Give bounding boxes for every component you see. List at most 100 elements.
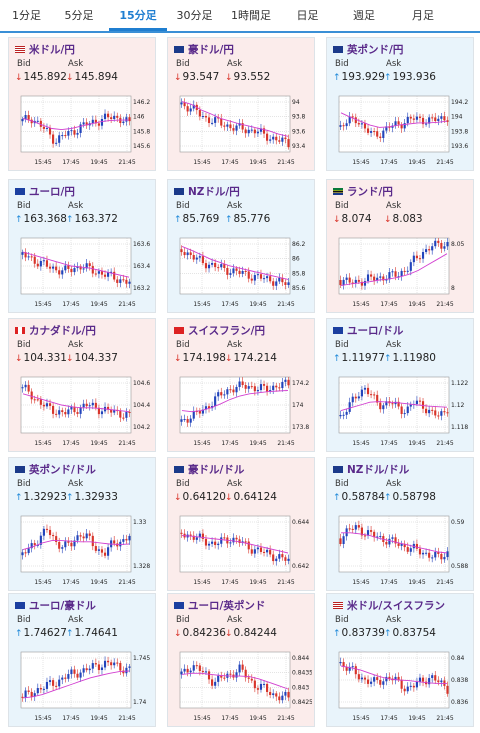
rate-card[interactable]: ランド/円 Bid Ask ↓8.074 ↓8.083 8.05 8 15:45 17…	[326, 179, 474, 313]
card-title[interactable]: 米ドル/円	[15, 42, 75, 56]
candlestick-chart[interactable]: 174.2 174 173.8 15:45 17:45 19:45 21:45	[172, 371, 312, 449]
candlestick-chart[interactable]: 146.2 146 145.8 145.6 15:45 17:45 19:45 21:45	[13, 90, 153, 168]
candle-bullish	[253, 549, 256, 554]
tab-3[interactable]: 30分足	[176, 9, 213, 22]
tab-2[interactable]: 15分足	[109, 0, 167, 31]
candle-bullish	[58, 679, 61, 687]
tab-7[interactable]: 月足	[412, 9, 434, 22]
pair-name[interactable]: NZドル/円	[188, 185, 240, 198]
candlestick-chart[interactable]: 0.59 0.588 15:45 17:45 19:45 21:45	[331, 510, 471, 588]
rate-card[interactable]: ユーロ/豪ドル Bid Ask ↑1.74627 ↑1.74641 1.745 1…	[8, 593, 156, 727]
candle-bearish	[431, 409, 434, 411]
candle-bullish	[247, 129, 250, 134]
candle-bullish	[85, 263, 88, 269]
candle-bullish	[256, 131, 259, 134]
candle-bullish	[262, 683, 266, 685]
card-title[interactable]: ユーロ/円	[15, 184, 75, 198]
card-title[interactable]: 豪ドル/ドル	[174, 462, 244, 476]
rate-card[interactable]: NZドル/ドル Bid Ask ↑0.58784 ↑0.58798 0.59 0.…	[326, 457, 474, 591]
pair-name[interactable]: 米ドル/スイスフラン	[347, 599, 446, 612]
candle-bullish	[91, 402, 94, 406]
pair-name[interactable]: 英ポンド/円	[347, 43, 404, 56]
tab-4[interactable]: 1時間足	[231, 9, 271, 22]
flag-icon	[15, 465, 25, 473]
plot-area	[179, 237, 291, 295]
pair-name[interactable]: ユーロ/円	[29, 185, 75, 198]
rate-card[interactable]: ユーロ/円 Bid Ask ↑163.368 ↑163.372 163.6 163…	[8, 179, 156, 313]
flag-icon	[15, 601, 25, 609]
card-title[interactable]: スイスフラン/円	[174, 323, 265, 337]
pair-name[interactable]: NZドル/ドル	[347, 463, 410, 476]
candle-bearish	[73, 669, 76, 674]
rate-card[interactable]: スイスフラン/円 Bid Ask ↓174.198 ↓174.214 174.2…	[167, 318, 315, 452]
rate-card[interactable]: 英ポンド/ドル Bid Ask ↑1.32923 ↑1.32933 1.33 1.…	[8, 457, 156, 591]
y-tick-label: 146	[133, 114, 145, 121]
candle-bullish	[61, 677, 64, 680]
candle-bearish	[39, 688, 42, 690]
candle-bearish	[52, 134, 55, 144]
arrow-up-icon: ↑	[384, 73, 392, 83]
card-title[interactable]: NZドル/ドル	[333, 462, 409, 476]
y-tick-label: 0.838	[451, 677, 468, 684]
rate-card[interactable]: NZドル/円 Bid Ask ↑85.769 ↑85.776 86.2 86 85.…	[167, 179, 315, 313]
rate-card[interactable]: 米ドル/スイスフラン Bid Ask ↑0.83739 ↑0.83754 0.8…	[326, 593, 474, 727]
pair-name[interactable]: スイスフラン/円	[188, 324, 266, 337]
card-title[interactable]: ユーロ/豪ドル	[15, 598, 96, 612]
candlestick-chart[interactable]: 1.122 1.12 1.118 15:45 17:45 19:45 21:45	[331, 371, 471, 449]
pair-name[interactable]: 豪ドル/円	[188, 43, 234, 56]
card-title[interactable]: NZドル/円	[174, 184, 240, 198]
pair-name[interactable]: カナダドル/円	[29, 324, 96, 337]
rate-card[interactable]: ユーロ/英ポンド Bid Ask ↓0.84236 ↓0.84244 0.844…	[167, 593, 315, 727]
candlestick-chart[interactable]: 163.6 163.4 163.2 15:45 17:45 19:45 21:45	[13, 232, 153, 310]
rate-card[interactable]: 英ポンド/円 Bid Ask ↑193.929 ↑193.936 194.2 19…	[326, 37, 474, 171]
candle-bearish	[287, 691, 290, 698]
card-title[interactable]: ユーロ/ドル	[333, 323, 403, 337]
card-title[interactable]: カナダドル/円	[15, 323, 96, 337]
candlestick-chart[interactable]: 0.84 0.838 0.836 15:45 17:45 19:45 21:45	[331, 646, 471, 724]
arrow-down-icon: ↓	[174, 493, 182, 503]
candlestick-chart[interactable]: 8.05 8 15:45 17:45 19:45 21:45	[331, 232, 471, 310]
pair-name[interactable]: 豪ドル/ドル	[188, 463, 245, 476]
pair-name[interactable]: ユーロ/豪ドル	[29, 599, 96, 612]
card-title[interactable]: ユーロ/英ポンド	[174, 598, 265, 612]
candlestick-chart[interactable]: 194.2 194 193.8 193.6 15:45 17:45 19:45 21:45	[331, 90, 471, 168]
card-title[interactable]: 米ドル/スイスフラン	[333, 598, 445, 612]
flag-icon	[333, 465, 343, 473]
rate-card[interactable]: 豪ドル/円 Bid Ask ↓93.547 ↓93.552 94 93.8 93.6…	[167, 37, 315, 171]
x-tick-label: 15:45	[352, 440, 369, 447]
candle-bearish	[110, 117, 113, 120]
candlestick-chart[interactable]: 0.844 0.8435 0.843 0.8425 15:45 17:45 19:45 21:…	[172, 646, 312, 724]
candlestick-chart[interactable]: 86.2 86 85.8 85.6 15:45 17:45 19:45 21:45	[172, 232, 312, 310]
tab-1[interactable]: 5分足	[64, 9, 94, 22]
candlestick-chart[interactable]: 104.6 104.4 104.2 15:45 17:45 19:45 21:45	[13, 371, 153, 449]
pair-name[interactable]: ユーロ/英ポンド	[188, 599, 266, 612]
rate-card[interactable]: ユーロ/ドル Bid Ask ↑1.11977 ↑1.11980 1.122 1.…	[326, 318, 474, 452]
tab-5[interactable]: 日足	[296, 9, 319, 22]
tab-6[interactable]: 週足	[353, 9, 375, 22]
pair-name[interactable]: 英ポンド/ドル	[29, 463, 96, 476]
rate-card[interactable]: 米ドル/円 Bid Ask ↓145.892 ↓145.894 146.2 146…	[8, 37, 156, 171]
rate-card[interactable]: 豪ドル/ドル Bid Ask ↓0.64120 ↓0.64124 0.644 0.…	[167, 457, 315, 591]
candlestick-chart[interactable]: 94 93.8 93.6 93.4 15:45 17:45 19:45 21:45	[172, 90, 312, 168]
arrow-down-icon: ↓	[225, 493, 233, 503]
pair-name[interactable]: 米ドル/円	[29, 43, 75, 56]
arrow-up-icon: ↑	[66, 493, 74, 503]
candlestick-chart[interactable]: 0.644 0.642 15:45 17:45 19:45 21:45	[172, 510, 312, 588]
ask-value: ↓0.84244	[225, 627, 277, 639]
rate-card[interactable]: カナダドル/円 Bid Ask ↓104.331 ↓104.337 104.6 1…	[8, 318, 156, 452]
candle-bearish	[30, 119, 33, 124]
card-title[interactable]: 英ポンド/ドル	[15, 462, 96, 476]
card-title[interactable]: ランド/円	[333, 184, 393, 198]
candle-bearish	[434, 117, 437, 122]
candlestick-chart[interactable]: 1.745 1.74 15:45 17:45 19:45 21:45	[13, 646, 153, 724]
pair-name[interactable]: ユーロ/ドル	[347, 324, 404, 337]
candle-bearish	[443, 116, 446, 121]
candlestick-chart[interactable]: 1.33 1.328 15:45 17:45 19:45 21:45	[13, 510, 153, 588]
card-title[interactable]: 豪ドル/円	[174, 42, 234, 56]
pair-name[interactable]: ランド/円	[347, 185, 393, 198]
candle-bearish	[55, 413, 58, 415]
card-title[interactable]: 英ポンド/円	[333, 42, 403, 56]
tab-0[interactable]: 1分足	[12, 9, 41, 22]
candle-bearish	[354, 396, 357, 399]
candle-bearish	[33, 256, 36, 264]
